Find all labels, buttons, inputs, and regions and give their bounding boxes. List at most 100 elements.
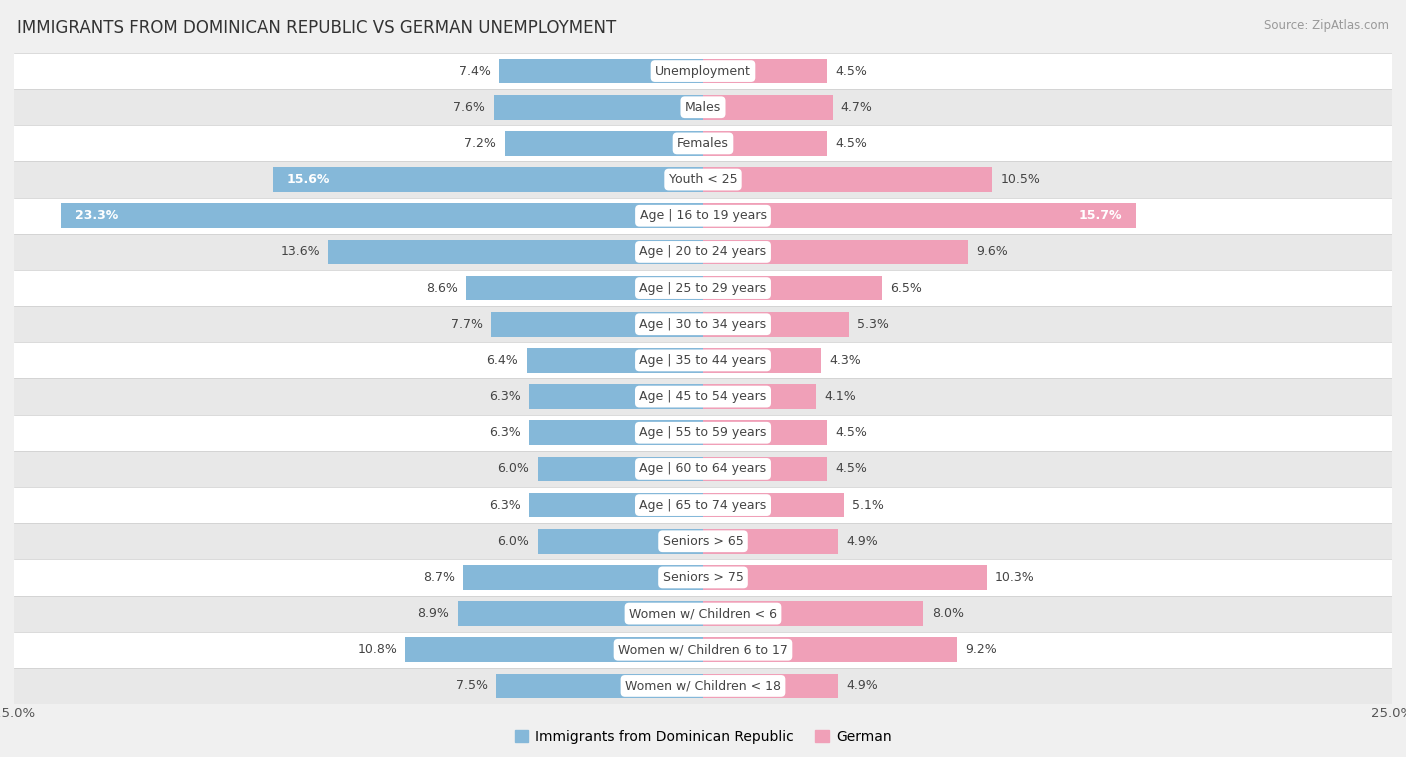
Bar	[537, 529, 703, 553]
Legend: Immigrants from Dominican Republic, German: Immigrants from Dominican Republic, Germ…	[509, 724, 897, 749]
Text: Age | 45 to 54 years: Age | 45 to 54 years	[640, 390, 766, 403]
Text: 8.6%: 8.6%	[426, 282, 458, 294]
Bar	[14, 596, 1392, 631]
Bar	[14, 53, 1392, 89]
Bar	[499, 59, 703, 83]
Text: 6.4%: 6.4%	[486, 354, 519, 367]
Bar	[703, 276, 882, 301]
Text: 7.7%: 7.7%	[450, 318, 482, 331]
Bar	[703, 565, 987, 590]
Text: Females: Females	[678, 137, 728, 150]
Bar	[703, 601, 924, 626]
Text: Seniors > 75: Seniors > 75	[662, 571, 744, 584]
Bar	[703, 312, 849, 337]
Bar	[491, 312, 703, 337]
Text: 4.3%: 4.3%	[830, 354, 862, 367]
Text: 8.7%: 8.7%	[423, 571, 456, 584]
Bar	[494, 95, 703, 120]
Bar	[703, 167, 993, 192]
Bar	[703, 674, 838, 698]
Bar	[505, 131, 703, 156]
Text: 6.3%: 6.3%	[489, 499, 522, 512]
Bar	[703, 131, 827, 156]
Bar	[14, 523, 1392, 559]
Bar	[703, 204, 1136, 228]
Bar	[273, 167, 703, 192]
Text: 9.6%: 9.6%	[976, 245, 1008, 258]
Text: Women w/ Children < 18: Women w/ Children < 18	[626, 680, 780, 693]
Text: 8.0%: 8.0%	[932, 607, 963, 620]
Text: 4.5%: 4.5%	[835, 426, 868, 439]
Text: 10.5%: 10.5%	[1001, 173, 1040, 186]
Text: 8.9%: 8.9%	[418, 607, 450, 620]
Bar	[703, 59, 827, 83]
Text: Males: Males	[685, 101, 721, 114]
Bar	[14, 631, 1392, 668]
Text: 10.8%: 10.8%	[357, 643, 396, 656]
Text: 6.0%: 6.0%	[498, 463, 530, 475]
Text: 4.9%: 4.9%	[846, 680, 879, 693]
Text: 6.3%: 6.3%	[489, 390, 522, 403]
Text: Age | 55 to 59 years: Age | 55 to 59 years	[640, 426, 766, 439]
Bar	[14, 198, 1392, 234]
Bar	[703, 240, 967, 264]
Text: Unemployment: Unemployment	[655, 64, 751, 77]
Bar	[530, 385, 703, 409]
Bar	[537, 456, 703, 481]
Bar	[527, 348, 703, 372]
Text: 4.9%: 4.9%	[846, 534, 879, 548]
Bar	[465, 276, 703, 301]
Bar	[530, 493, 703, 517]
Text: 6.3%: 6.3%	[489, 426, 522, 439]
Bar	[703, 529, 838, 553]
Text: Youth < 25: Youth < 25	[669, 173, 737, 186]
Text: 23.3%: 23.3%	[75, 209, 118, 223]
Text: 7.5%: 7.5%	[456, 680, 488, 693]
Bar	[703, 95, 832, 120]
Text: Age | 20 to 24 years: Age | 20 to 24 years	[640, 245, 766, 258]
Bar	[405, 637, 703, 662]
Text: Source: ZipAtlas.com: Source: ZipAtlas.com	[1264, 19, 1389, 32]
Bar	[14, 415, 1392, 451]
Text: 10.3%: 10.3%	[995, 571, 1035, 584]
Bar	[14, 378, 1392, 415]
Text: 5.3%: 5.3%	[858, 318, 889, 331]
Text: Age | 16 to 19 years: Age | 16 to 19 years	[640, 209, 766, 223]
Bar	[703, 420, 827, 445]
Text: 13.6%: 13.6%	[280, 245, 321, 258]
Text: 15.6%: 15.6%	[287, 173, 330, 186]
Text: Age | 65 to 74 years: Age | 65 to 74 years	[640, 499, 766, 512]
Bar	[530, 420, 703, 445]
Text: Age | 60 to 64 years: Age | 60 to 64 years	[640, 463, 766, 475]
Bar	[328, 240, 703, 264]
Bar	[60, 204, 703, 228]
Bar	[703, 493, 844, 517]
Text: 7.2%: 7.2%	[464, 137, 496, 150]
Text: Seniors > 65: Seniors > 65	[662, 534, 744, 548]
Bar	[703, 348, 821, 372]
Bar	[463, 565, 703, 590]
Text: Age | 25 to 29 years: Age | 25 to 29 years	[640, 282, 766, 294]
Bar	[14, 161, 1392, 198]
Text: 7.4%: 7.4%	[458, 64, 491, 77]
Text: 7.6%: 7.6%	[453, 101, 485, 114]
Bar	[14, 451, 1392, 487]
Text: Age | 30 to 34 years: Age | 30 to 34 years	[640, 318, 766, 331]
Text: 4.7%: 4.7%	[841, 101, 873, 114]
Bar	[703, 637, 956, 662]
Text: 4.5%: 4.5%	[835, 463, 868, 475]
Text: Women w/ Children < 6: Women w/ Children < 6	[628, 607, 778, 620]
Bar	[14, 126, 1392, 161]
Bar	[14, 342, 1392, 378]
Bar	[458, 601, 703, 626]
Bar	[14, 89, 1392, 126]
Text: 9.2%: 9.2%	[965, 643, 997, 656]
Text: IMMIGRANTS FROM DOMINICAN REPUBLIC VS GERMAN UNEMPLOYMENT: IMMIGRANTS FROM DOMINICAN REPUBLIC VS GE…	[17, 19, 616, 37]
Text: 6.5%: 6.5%	[890, 282, 922, 294]
Text: 6.0%: 6.0%	[498, 534, 530, 548]
Text: 4.5%: 4.5%	[835, 137, 868, 150]
Text: Women w/ Children 6 to 17: Women w/ Children 6 to 17	[619, 643, 787, 656]
Bar	[14, 270, 1392, 306]
Text: 15.7%: 15.7%	[1078, 209, 1122, 223]
Bar	[14, 559, 1392, 596]
